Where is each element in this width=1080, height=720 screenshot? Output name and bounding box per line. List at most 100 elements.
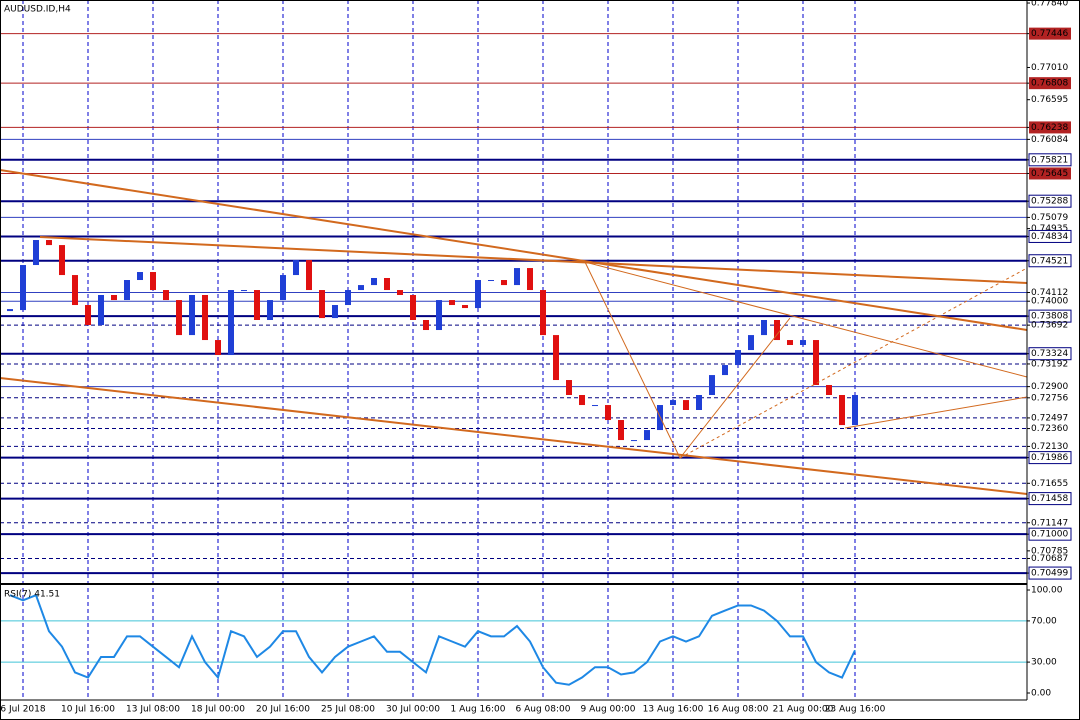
y-tick-label: 0.77840 [1031, 0, 1068, 9]
x-tick-label: 6 Aug 08:00 [516, 705, 571, 715]
candle [488, 280, 494, 282]
trend-line [0, 377, 1028, 495]
candle [644, 430, 650, 441]
y-tick-label: 0.75288 [1031, 197, 1068, 207]
y-tick-label: 0.74000 [1031, 297, 1068, 307]
candle [241, 290, 247, 292]
y-tick-label: 0.74521 [1031, 256, 1068, 266]
label-box [1028, 451, 1072, 465]
label-box [1029, 27, 1071, 40]
candle [20, 265, 26, 311]
y-tick-label: 0.73192 [1031, 359, 1068, 369]
y-tick-label: 0.75079 [1031, 213, 1068, 223]
candle [371, 277, 377, 286]
candle [475, 280, 481, 309]
y-tick-label: 0.74112 [1031, 288, 1068, 298]
candle [605, 405, 611, 421]
candle [319, 290, 325, 319]
y-tick-label: 0.72756 [1031, 393, 1068, 403]
trend-line [679, 317, 791, 459]
y-tick-label: 100.00 [1031, 586, 1063, 596]
x-tick-label: 20 Jul 16:00 [256, 705, 310, 715]
candle [514, 268, 520, 286]
candle [293, 260, 299, 276]
chart-title: AUDUSD.ID,H4 [4, 5, 71, 15]
candle [46, 240, 52, 246]
candle [111, 294, 117, 301]
label-box [1028, 194, 1072, 208]
candle [566, 380, 572, 396]
candle [592, 405, 598, 407]
candle [33, 240, 39, 266]
candle [449, 300, 455, 306]
y-tick-label: 0.75645 [1031, 169, 1068, 179]
candle [683, 400, 689, 411]
y-tick-label: 0.71147 [1031, 518, 1068, 528]
candle [735, 350, 741, 366]
y-tick-label: 0.70785 [1031, 546, 1068, 556]
candle [228, 290, 234, 356]
candle [267, 300, 273, 321]
candle [696, 395, 702, 411]
candle [618, 420, 624, 441]
candle [436, 300, 442, 331]
x-tick-label: 23 Aug 16:00 [825, 705, 886, 715]
candle [553, 335, 559, 381]
x-tick-label: 9 Aug 00:00 [581, 705, 636, 715]
candle [98, 294, 104, 326]
y-tick-label: 0.73692 [1031, 321, 1068, 331]
candle [748, 335, 754, 351]
y-tick-label: 0.72497 [1031, 413, 1068, 423]
candle [384, 277, 390, 291]
y-tick-label: 0.72900 [1031, 382, 1068, 392]
x-tick-label: 13 Jul 08:00 [126, 705, 180, 715]
y-tick-label: 0.70499 [1031, 569, 1068, 579]
y-tick-label: 70.00 [1031, 616, 1057, 626]
y-tick-label: 0.73808 [1031, 312, 1068, 322]
y-tick-label: 0.71458 [1031, 494, 1068, 504]
candle [254, 290, 260, 321]
rsi-panel [0, 593, 1027, 686]
candle [176, 300, 182, 336]
x-tick-label: 30 Jul 00:00 [386, 705, 440, 715]
y-tick-label: 0.71986 [1031, 453, 1068, 463]
candle [59, 245, 65, 276]
y-tick-label: 0.00 [1031, 688, 1051, 698]
candle [150, 272, 156, 291]
candle [397, 290, 403, 295]
label-box [1028, 309, 1072, 323]
y-tick-label: 0.70687 [1031, 554, 1068, 564]
candle [189, 294, 195, 336]
rsi-title: RSI(7) 41.51 [4, 590, 60, 600]
y-tick-label: 0.76595 [1031, 95, 1068, 105]
label-box [1029, 77, 1071, 90]
rsi-line [9, 593, 856, 686]
x-tick-label: 18 Jul 00:00 [191, 705, 245, 715]
label-box [1028, 492, 1072, 506]
candle [358, 285, 364, 291]
candle [85, 305, 91, 326]
candle [826, 384, 832, 396]
candle [410, 294, 416, 321]
candle [306, 260, 312, 291]
y-tick-label: 0.77446 [1031, 29, 1068, 39]
candle [423, 320, 429, 331]
candle [280, 275, 286, 301]
x-tick-label: 16 Aug 08:00 [708, 705, 769, 715]
y-tick-label: 0.76808 [1031, 79, 1068, 89]
candle [774, 320, 780, 341]
label-box [1028, 527, 1072, 541]
x-tick-label: 25 Jul 08:00 [321, 705, 375, 715]
y-tick-label: 0.76238 [1031, 123, 1068, 133]
y-tick-label: 0.74935 [1031, 224, 1068, 234]
y-tick-label: 30.00 [1031, 658, 1057, 668]
label-box [1028, 153, 1072, 167]
candle [813, 340, 819, 385]
candle [215, 340, 221, 356]
x-tick-label: 10 Jul 16:00 [61, 705, 115, 715]
y-tick-label: 0.74834 [1031, 232, 1068, 242]
x-tick-label: 21 Aug 00:00 [773, 705, 834, 715]
y-tick-label: 0.71655 [1031, 479, 1068, 489]
candle [501, 280, 507, 286]
y-tick-label: 0.73324 [1031, 349, 1068, 359]
